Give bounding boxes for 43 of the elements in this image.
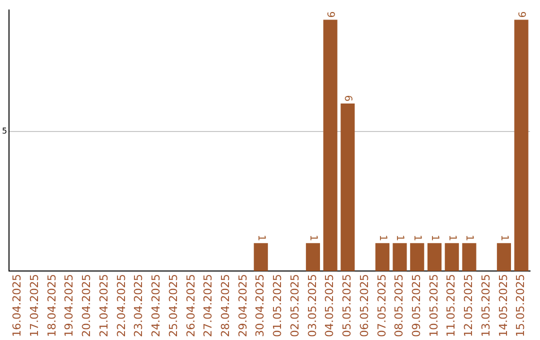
data-label: 1 <box>376 234 388 242</box>
data-label: 1 <box>446 234 458 242</box>
x-tick-label: 10.05.2025 <box>427 274 440 338</box>
x-tick-label: 08.05.2025 <box>392 274 406 338</box>
x-tick-label: 23.04.2025 <box>132 274 146 338</box>
x-tick-label: 16.04.2025 <box>10 274 24 338</box>
data-label: 1 <box>428 234 440 242</box>
x-tick-label: 19.04.2025 <box>62 274 76 338</box>
data-label: 9 <box>516 11 527 18</box>
data-label: 1 <box>498 234 510 242</box>
x-tick-label: 18.04.2025 <box>45 274 58 338</box>
x-tick-label: 30.04.2025 <box>254 274 267 338</box>
x-tick-label: 07.05.2025 <box>375 274 388 338</box>
x-tick-label: 24.04.2025 <box>150 274 163 338</box>
x-tick-label: 12.05.2025 <box>462 274 476 338</box>
x-tick-label: 06.05.2025 <box>358 274 371 338</box>
x-tick-label: 29.04.2025 <box>236 274 250 338</box>
y-tick-label: 5 <box>2 126 8 136</box>
data-label: 9 <box>324 11 336 18</box>
x-tick-label: 09.05.2025 <box>410 274 423 338</box>
data-label: 1 <box>412 234 423 242</box>
x-tick-label: 02.05.2025 <box>288 274 302 338</box>
x-tick-label: 15.05.2025 <box>514 274 528 338</box>
x-tick-label: 21.04.2025 <box>97 274 110 338</box>
data-label: 1 <box>307 234 318 242</box>
x-tick-label: 20.04.2025 <box>80 274 94 338</box>
x-tick-label: 13.05.2025 <box>479 274 492 338</box>
x-tick-label: 22.04.2025 <box>114 274 128 338</box>
x-tick-label: 11.05.2025 <box>444 274 458 338</box>
x-tick-label: 14.05.2025 <box>496 274 510 338</box>
data-label: 1 <box>464 234 475 242</box>
data-label: 1 <box>394 234 406 242</box>
x-tick-label: 28.04.2025 <box>218 274 232 338</box>
x-tick-label: 01.05.2025 <box>271 274 284 338</box>
x-tick-label: 26.04.2025 <box>184 274 198 338</box>
x-tick-label: 17.04.2025 <box>28 274 41 338</box>
x-tick-label: 27.04.2025 <box>202 274 215 338</box>
x-tick-label: 03.05.2025 <box>306 274 319 338</box>
data-label: 1 <box>255 234 266 242</box>
x-tick-label: 04.05.2025 <box>323 274 336 338</box>
data-label: 6 <box>342 95 354 102</box>
x-tick-label: 05.05.2025 <box>340 274 354 338</box>
x-tick-label: 25.04.2025 <box>166 274 180 338</box>
